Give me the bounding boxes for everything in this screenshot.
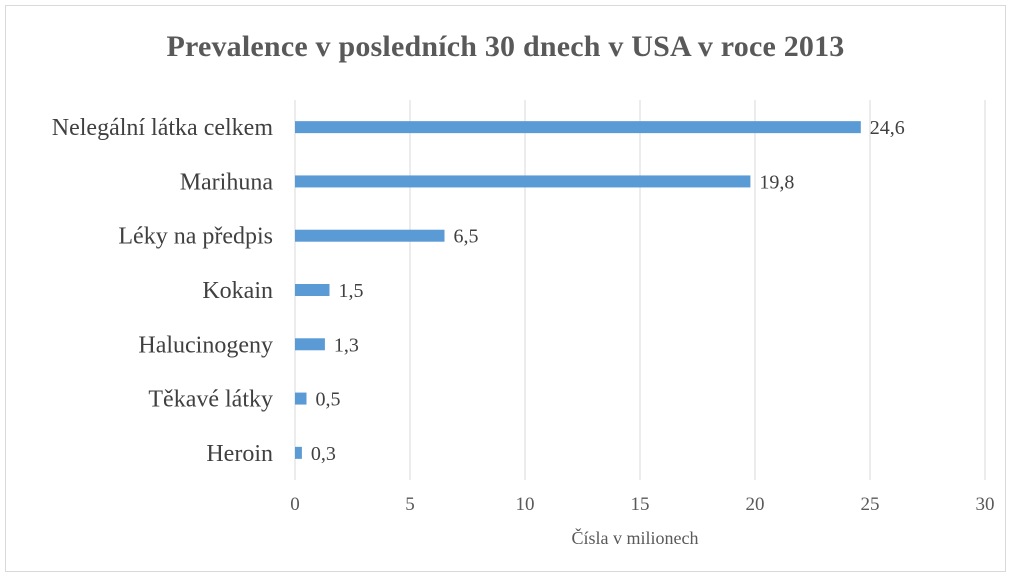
x-tick-label: 10	[516, 494, 535, 515]
chart-frame	[5, 5, 1006, 572]
bars	[295, 121, 861, 459]
category-label: Těkavé látky	[148, 387, 273, 413]
data-label: 6,5	[454, 226, 479, 248]
category-label: Léky na předpis	[118, 224, 273, 250]
category-label: Kokain	[202, 278, 273, 304]
x-axis-title: Čísla v milionech	[572, 527, 699, 548]
bar	[295, 121, 861, 134]
category-label: Nelegální látka celkem	[52, 115, 274, 141]
x-tick-label: 0	[290, 494, 300, 515]
data-label: 19,8	[759, 171, 794, 193]
x-tick-label: 15	[631, 494, 650, 515]
bar	[295, 392, 307, 405]
x-tick-label: 25	[861, 494, 880, 515]
data-label: 1,3	[334, 334, 359, 356]
bar	[295, 175, 751, 188]
labels: 0 5 10 15 20 25 30 Nelegální látka celkem 24,6 Ma…	[52, 115, 995, 515]
data-label: 0,3	[311, 443, 336, 465]
bar	[295, 229, 445, 242]
bar	[295, 338, 325, 351]
data-label: 0,5	[316, 389, 341, 411]
category-label: Marihuna	[180, 169, 274, 195]
x-tick-label: 20	[746, 494, 765, 515]
bar	[295, 446, 302, 459]
gridlines	[294, 100, 986, 480]
x-tick-label: 5	[405, 494, 415, 515]
chart-title: Prevalence v posledních 30 dnech v USA v…	[166, 30, 845, 63]
category-label: Heroin	[206, 441, 273, 467]
data-label: 24,6	[870, 117, 905, 139]
bar	[295, 284, 330, 296]
x-tick-label: 30	[976, 494, 995, 515]
data-label: 1,5	[339, 280, 364, 302]
category-label: Halucinogeny	[138, 332, 273, 358]
